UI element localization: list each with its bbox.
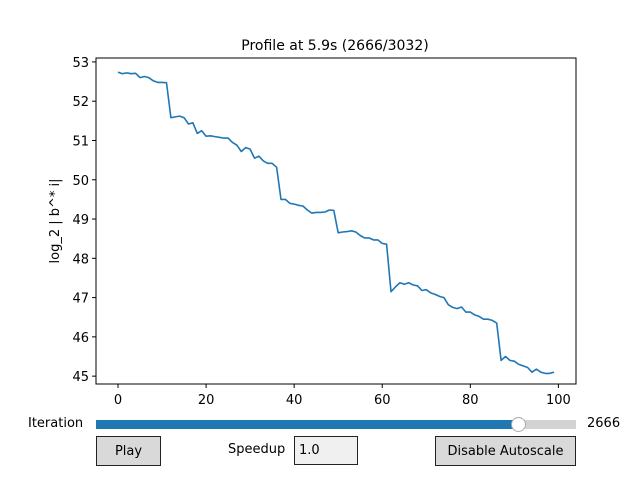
line-chart: Profile at 5.9s (2666/3032) 0 20 40 60 80 100… [48, 38, 577, 408]
x-tick-label: 100 [546, 393, 571, 408]
speedup-input[interactable]: 1.0 [294, 436, 358, 465]
slider-handle[interactable] [511, 417, 527, 432]
y-tick-label: 45 [72, 370, 89, 385]
x-tick-label: 60 [374, 393, 391, 408]
slider-value: 2666 [587, 416, 621, 431]
y-tick-label: 50 [72, 174, 89, 189]
y-tick-label: 49 [72, 213, 89, 228]
y-tick-label: 53 [72, 56, 89, 71]
y-tick-label: 48 [72, 252, 89, 267]
x-tick-label: 20 [198, 393, 215, 408]
y-tick-label: 47 [72, 292, 89, 307]
speedup-label: Speedup [228, 442, 286, 457]
series-line [117, 71, 555, 375]
play-button[interactable]: Play [96, 436, 161, 466]
y-axis-ticks: 45 46 47 48 49 50 51 52 53 [72, 56, 96, 385]
x-tick-label: 0 [114, 393, 122, 408]
y-axis-label: log_2 | b^* i| [48, 178, 63, 263]
slider-fill [96, 420, 519, 429]
plot-area-frame [95, 57, 577, 385]
iteration-slider[interactable] [96, 417, 576, 432]
x-axis-ticks: 0 20 40 60 80 100 [114, 384, 571, 408]
y-tick-label: 52 [72, 95, 89, 110]
y-tick-label: 46 [72, 331, 89, 346]
disable-autoscale-button[interactable]: Disable Autoscale [435, 436, 576, 466]
chart-title: Profile at 5.9s (2666/3032) [241, 38, 428, 54]
x-tick-label: 40 [286, 393, 303, 408]
slider-label: Iteration [28, 416, 84, 431]
y-tick-label: 51 [72, 134, 89, 149]
x-tick-label: 80 [462, 393, 479, 408]
